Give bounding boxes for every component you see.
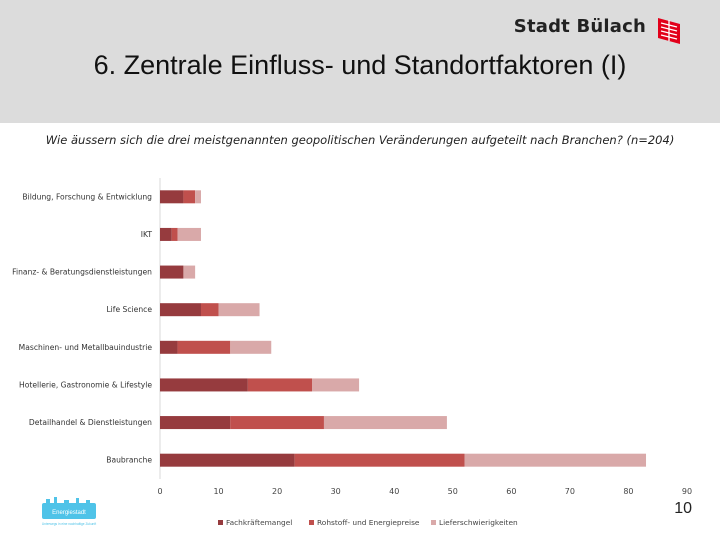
bar-segment: [160, 378, 248, 392]
bar-segment: [230, 340, 272, 354]
bar-segment: [183, 190, 196, 204]
bar-segment: [160, 453, 295, 467]
x-tick-label: 70: [565, 487, 575, 496]
category-label: IKT: [141, 230, 153, 239]
legend-label: Lieferschwierigkeiten: [439, 518, 518, 527]
category-label: Finanz- & Beratungsdienstleistungen: [12, 268, 152, 277]
x-tick-label: 90: [682, 487, 692, 496]
category-label: Bildung, Forschung & Entwicklung: [22, 192, 152, 201]
category-label: Baubranche: [106, 456, 152, 465]
bar-segment: [177, 340, 231, 354]
bar-segment: [195, 190, 201, 204]
x-tick-label: 30: [331, 487, 341, 496]
bar-segment: [247, 378, 313, 392]
bar-segment: [230, 416, 324, 430]
stadt-buelach-logo-icon: [658, 18, 680, 44]
bar-segment: [183, 265, 196, 279]
x-tick-label: 10: [213, 487, 223, 496]
legend-swatch: [309, 520, 314, 525]
energiestadt-logo-icon: Energiestadt Unterwegs in eine nachhalti…: [42, 497, 96, 526]
bar-segment: [160, 265, 184, 279]
logo-text: Energiestadt: [52, 510, 86, 516]
x-tick-label: 50: [448, 487, 458, 496]
legend-swatch: [431, 520, 436, 525]
category-label: Maschinen- und Metallbauindustrie: [19, 343, 153, 352]
legend-swatch: [218, 520, 223, 525]
bar-segment: [177, 227, 201, 241]
category-label: Hotellerie, Gastronomie & Lifestyle: [19, 380, 152, 389]
x-tick-label: 0: [157, 487, 162, 496]
bar-segment: [312, 378, 360, 392]
legend-label: Fachkräftemangel: [226, 518, 292, 527]
legend-label: Rohstoff- und Energiepreise: [317, 518, 420, 527]
page-number: 10: [674, 500, 692, 517]
x-tick-label: 60: [506, 487, 516, 496]
category-label: Detailhandel & Dienstleistungen: [29, 418, 152, 427]
bar-segment: [200, 303, 219, 317]
x-tick-label: 20: [272, 487, 282, 496]
slide-title: 6. Zentrale Einfluss- und Standortfaktor…: [93, 50, 627, 80]
bar-segment: [160, 340, 178, 354]
bar-segment: [464, 453, 647, 467]
header-band: [0, 0, 720, 123]
bar-segment: [171, 227, 178, 241]
x-tick-label: 80: [623, 487, 633, 496]
brand-name: Stadt Bülach: [513, 16, 646, 37]
bar-segment: [323, 416, 447, 430]
bar-segment: [294, 453, 465, 467]
chart-question: Wie äussern sich die drei meistgenannten…: [45, 133, 675, 147]
bar-segment: [160, 303, 201, 317]
bar-segment: [160, 416, 231, 430]
bar-segment: [160, 227, 172, 241]
bar-segment: [218, 303, 260, 317]
category-label: Life Science: [106, 305, 152, 314]
bar-segment: [160, 190, 184, 204]
x-tick-label: 40: [389, 487, 399, 496]
logo-subtext: Unterwegs in eine nachhaltige Zukunft: [42, 522, 96, 526]
